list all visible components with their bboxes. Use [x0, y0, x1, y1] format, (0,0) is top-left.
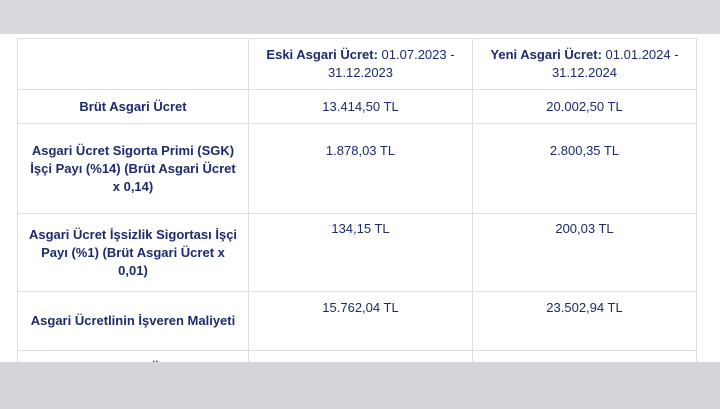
row-label: Brüt Asgari Ücret — [17, 89, 249, 124]
new-value-cell: 23.502,94 TL — [472, 291, 697, 351]
minimum-wage-table: Eski Asgari Ücret: 01.07.2023 - 31.12.20… — [17, 38, 697, 385]
row-label: Asgari Ücret İşsizlik Sigortası İşçi Pay… — [17, 213, 249, 292]
table-row: Asgari Ücret Sigorta Primi (SGK) İşçi Pa… — [17, 123, 697, 214]
old-value-cell: 134,15 TL — [248, 213, 473, 292]
header-old-wage-label: Eski Asgari Ücret: — [266, 47, 378, 62]
new-value-cell: 20.002,50 TL — [472, 89, 697, 124]
top-background-band — [0, 0, 720, 34]
old-value-cell: 1.878,03 TL — [248, 123, 473, 214]
header-new-wage-period: 01.01.2024 - 31.12.2024 — [551, 47, 679, 80]
new-value-cell: 2.800,35 TL — [472, 123, 697, 214]
table-row: Asgari Ücretlinin İşveren Maliyeti 15.76… — [17, 291, 697, 351]
bottom-background-band — [0, 362, 720, 409]
row-label: Asgari Ücretlinin İşveren Maliyeti — [17, 291, 249, 351]
header-new-wage: Yeni Asgari Ücret: 01.01.2024 - 31.12.20… — [472, 38, 697, 90]
header-empty-cell — [17, 38, 249, 90]
old-value-cell: 15.762,04 TL — [248, 291, 473, 351]
table-row: Asgari Ücret İşsizlik Sigortası İşçi Pay… — [17, 213, 697, 292]
old-value-cell: 13.414,50 TL — [248, 89, 473, 124]
table-row: Brüt Asgari Ücret 13.414,50 TL 20.002,50… — [17, 89, 697, 124]
content-card: Eski Asgari Ücret: 01.07.2023 - 31.12.20… — [0, 34, 720, 385]
row-label: Asgari Ücret Sigorta Primi (SGK) İşçi Pa… — [17, 123, 249, 214]
header-new-wage-label: Yeni Asgari Ücret: — [490, 47, 602, 62]
header-old-wage-period: 01.07.2023 - 31.12.2023 — [327, 47, 455, 80]
new-value-cell: 200,03 TL — [472, 213, 697, 292]
table-header-row: Eski Asgari Ücret: 01.07.2023 - 31.12.20… — [17, 38, 697, 90]
header-old-wage: Eski Asgari Ücret: 01.07.2023 - 31.12.20… — [248, 38, 473, 90]
